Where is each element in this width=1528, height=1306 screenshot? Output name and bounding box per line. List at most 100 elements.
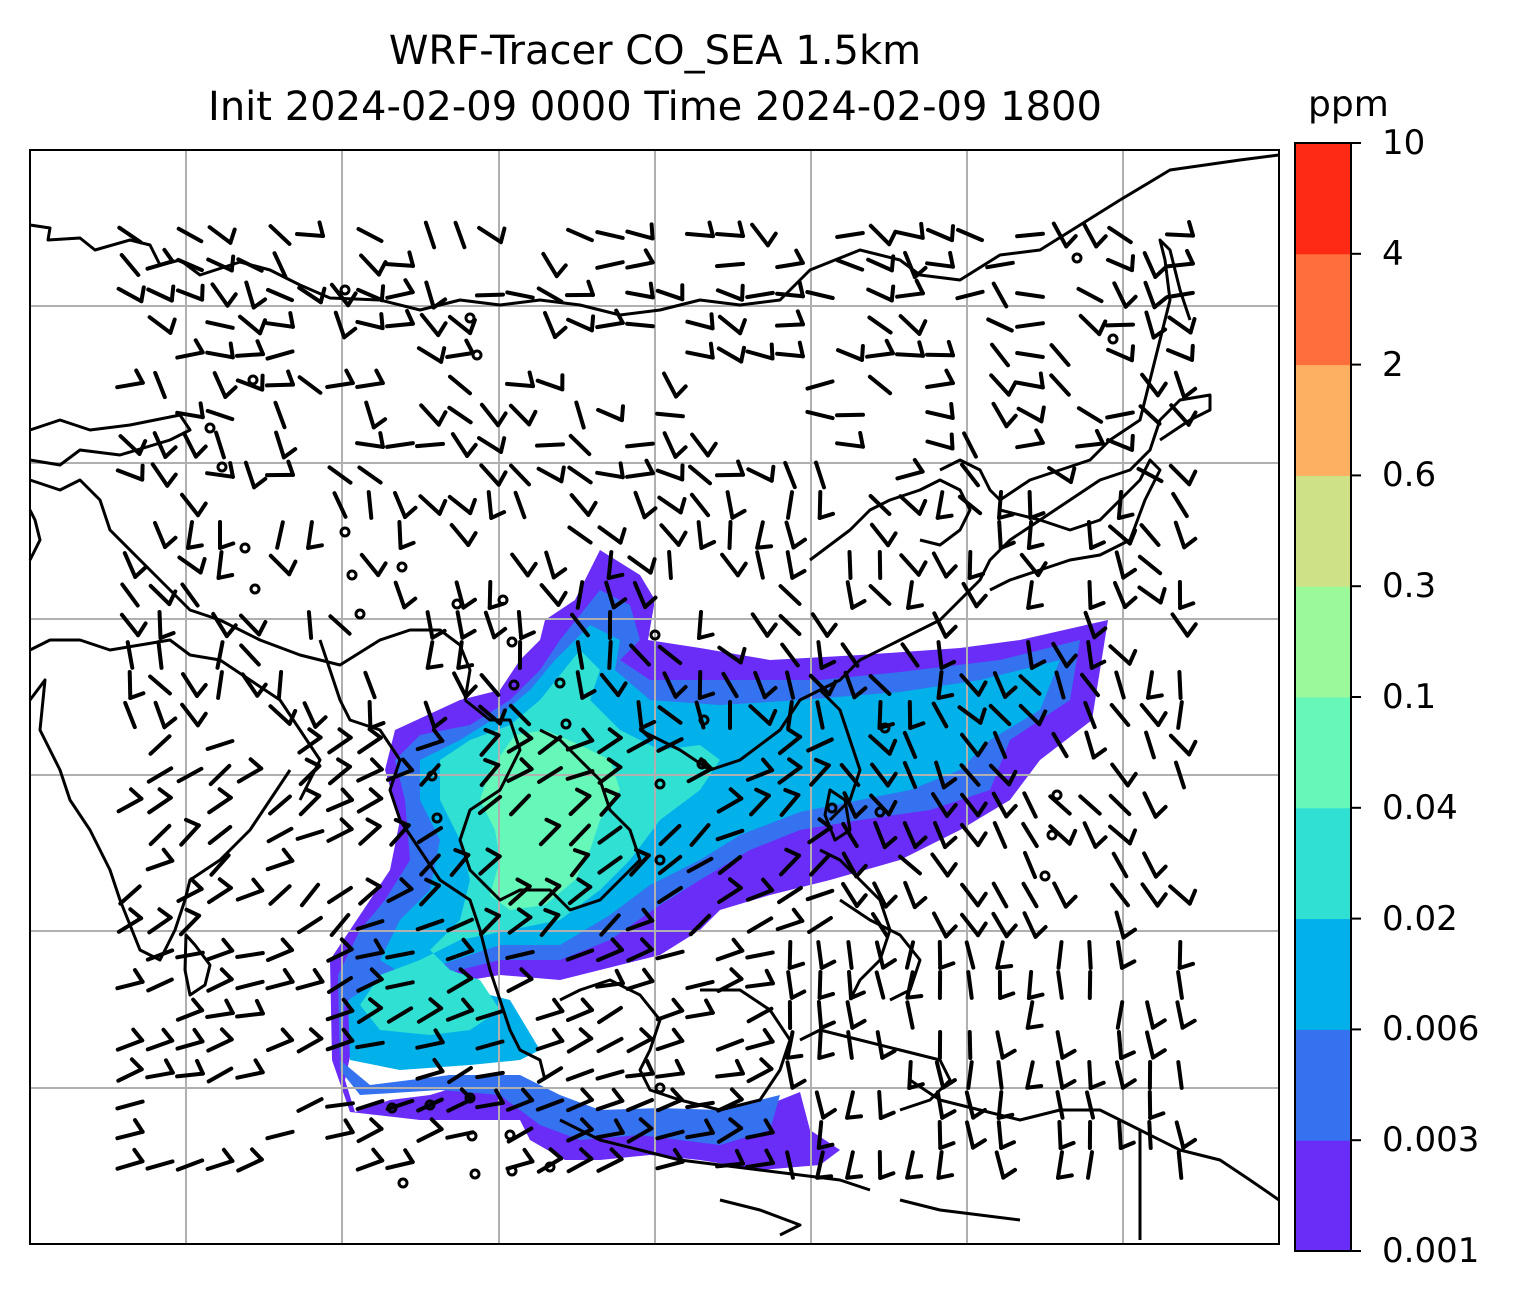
wind-barb-flag [797,280,805,299]
wind-barb-flag [944,368,955,385]
wind-barb-flag [485,847,502,859]
wind-barb [775,260,805,270]
wind-barb-flag [1186,410,1198,427]
wind-barb-flag [129,787,144,801]
wind-barb [814,460,826,490]
wind-barb [416,1097,444,1113]
wind-barb-flag [1028,511,1046,520]
wind-barb [905,970,915,1000]
wind-barb-flag [704,998,715,1015]
wind-barb-flag [432,716,448,730]
calm-wind-marker [826,802,838,814]
wind-barb [275,520,285,550]
wind-barb [416,346,444,364]
wind-barb-flag [978,707,987,725]
wind-barb-flag [817,511,835,520]
wind-barb [265,1129,295,1141]
wind-barb [115,979,145,991]
wind-barb [265,979,295,991]
wind-barb [1108,524,1132,546]
wind-barb [662,431,678,459]
wind-barb-flag [198,401,205,420]
wind-barb [936,670,944,700]
wind-barb-flag [129,1057,144,1072]
wind-barb-flag [137,439,148,456]
wind-barb [957,705,983,725]
wind-barb-flag [527,370,535,389]
wind-barb [157,610,163,640]
wind-barb-flag [912,265,928,280]
wind-barb [866,287,894,303]
wind-barb-flag [1125,771,1138,788]
wind-barb-flag [791,537,807,550]
wind-barb [996,1090,1004,1120]
wind-barb-flag [734,1058,745,1076]
wind-barb-flag [606,757,623,770]
wind-barb-flag [1187,220,1195,238]
wind-barb [415,441,445,449]
wind-barb-flag [200,283,205,302]
wind-barb-flag [580,1087,594,1102]
wind-barb [235,1011,265,1019]
wind-barb [869,793,891,817]
wind-barb-flag [737,220,745,238]
wind-barb [206,977,234,993]
wind-barb [1176,970,1184,1000]
wind-barb-flag [967,571,985,580]
calm-wind-marker [431,812,443,824]
wind-barb [272,251,288,279]
wind-barb [845,1090,855,1120]
wind-barb [235,888,265,902]
wind-barb [205,739,235,751]
wind-barb-flag [128,691,146,700]
wind-barb-flag [731,937,745,953]
wind-barb [1022,911,1038,939]
wind-barb [326,797,354,813]
wind-barb [505,1098,535,1112]
wind-barb-flag [1068,466,1077,484]
wind-barb-flag [192,1027,205,1044]
wind-barb [268,553,292,577]
wind-barb [239,643,261,667]
wind-barb [1108,824,1132,846]
wind-barb-flag [251,297,268,310]
wind-barb [1173,520,1187,550]
wind-barb [450,432,470,458]
wind-barb-flag [614,308,625,325]
wind-barb [186,520,194,550]
wind-barb-flag [522,1147,535,1164]
wind-barb [1166,348,1194,362]
wind-barb [871,912,889,938]
wind-barb-flag [610,937,624,952]
wind-barb [329,282,351,308]
wind-barb-flag [184,907,202,918]
wind-barb [656,737,684,753]
wind-barb [456,640,464,670]
wind-barb-flag [340,787,354,802]
wind-barb [817,1030,823,1060]
wind-barb-flag [854,893,868,908]
wind-barb [898,854,922,876]
wind-barb-flag [257,620,268,637]
wind-barb-flag [1004,923,1018,939]
wind-barb [364,400,376,430]
wind-barb [1083,610,1097,640]
wind-barb-flag [1120,959,1137,970]
wind-barb [180,582,200,608]
wind-barb [1018,674,1042,696]
wind-barb-flag [1060,1079,1077,1090]
wind-barb-flag [946,339,955,358]
colorbar-tick-label: 4 [1382,233,1404,274]
wind-barb-flag [521,1087,535,1103]
wind-barb [235,979,265,991]
wind-barb [997,520,1003,550]
wind-barb [509,463,531,487]
wind-barb [265,321,295,329]
wind-barb-flag [429,1117,444,1132]
wind-barb [959,822,981,848]
wind-barb [1176,1150,1184,1180]
wind-barb [1138,404,1162,426]
wind-barb-flag [580,1117,594,1132]
wind-barb [544,550,556,580]
wind-barb [625,290,655,300]
